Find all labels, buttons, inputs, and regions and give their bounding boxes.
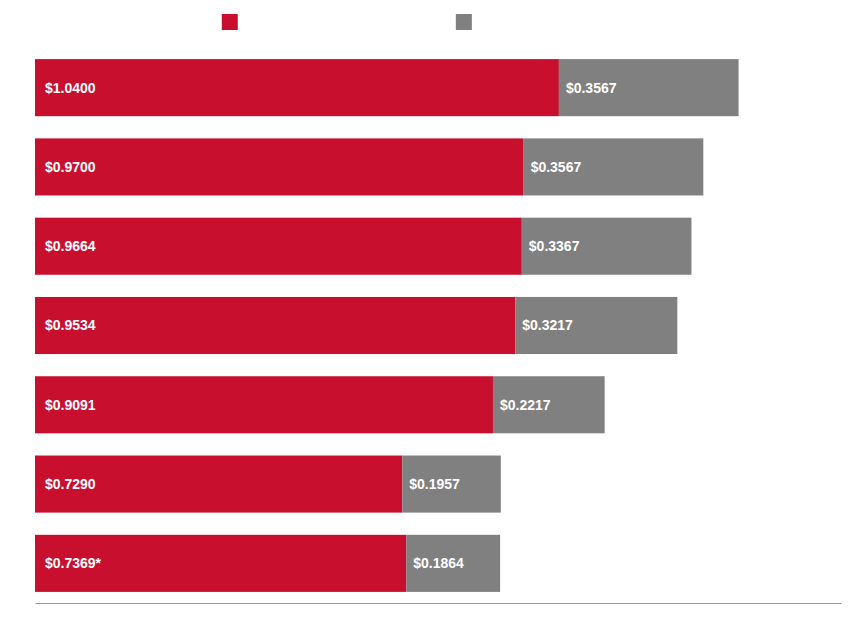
legend: [222, 14, 472, 30]
bar: [402, 456, 501, 513]
data-label: $0.3567: [531, 159, 582, 175]
data-label: $0.3567: [566, 80, 617, 96]
bar: [35, 376, 493, 433]
data-label: $0.9664: [45, 238, 96, 254]
bars: [35, 59, 739, 592]
data-label: $0.3367: [529, 238, 580, 254]
bar: [524, 138, 704, 195]
bar: [559, 59, 739, 116]
series-bars: [402, 59, 738, 592]
data-label: $1.0400: [45, 80, 96, 96]
data-label: $0.9091: [45, 397, 96, 413]
data-label: $0.9534: [45, 317, 96, 333]
data-label: $0.1864: [413, 555, 464, 571]
series-bars: [35, 59, 559, 592]
bar: [522, 218, 692, 275]
data-label: $0.3217: [522, 317, 573, 333]
bar: [35, 456, 402, 513]
bar: [493, 376, 605, 433]
bar: [35, 138, 524, 195]
bar: [515, 297, 677, 354]
chart: $1.0400 $0.9700 $0.9664 $0.9534 $0.9091 $0.72…: [0, 0, 867, 627]
bar: [35, 297, 515, 354]
bar: [35, 59, 559, 116]
data-labels: $1.0400 $0.9700 $0.9664 $0.9534 $0.9091 $0.72…: [45, 80, 617, 572]
x-axis: [36, 603, 842, 604]
data-label: $0.1957: [409, 476, 460, 492]
legend-swatch: [222, 14, 238, 30]
legend-swatch: [456, 14, 472, 30]
bar: [406, 535, 500, 592]
data-label: $0.9700: [45, 159, 96, 175]
data-label: $0.2217: [500, 397, 551, 413]
data-label: $0.7369*: [45, 555, 102, 571]
bar: [35, 535, 406, 592]
data-label: $0.7290: [45, 476, 96, 492]
bar: [35, 218, 522, 275]
plot: $1.0400 $0.9700 $0.9664 $0.9534 $0.9091 $0.72…: [35, 59, 842, 603]
x-axis-line: [36, 603, 842, 604]
